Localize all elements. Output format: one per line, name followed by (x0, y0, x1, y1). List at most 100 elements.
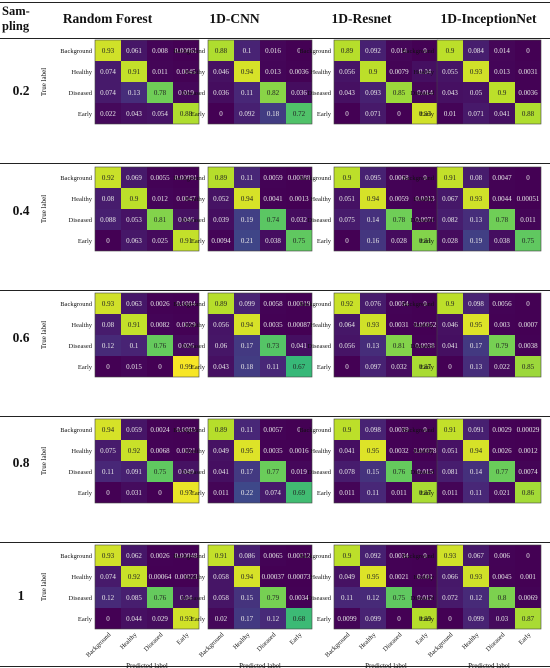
cell-value-s0-m1-r1c2: 0.013 (265, 68, 281, 76)
cell-s0-m3-r3c2 (489, 103, 515, 124)
y-tick-label-s3-m3-1: Healthy (413, 448, 434, 455)
cell-value-s3-m2-r3c2: 0.011 (391, 489, 407, 497)
cell-s1-m2-r1c3 (412, 188, 438, 209)
cell-value-s3-m0-r0c2: 0.0024 (150, 426, 170, 434)
cell-value-s1-m1-r3c3: 0.75 (293, 237, 306, 245)
x-tick-label-s4-m1-2: Diseased (256, 631, 278, 653)
cell-s1-m0-r3c1 (121, 230, 147, 251)
cell-s0-m2-r2c3 (412, 82, 438, 103)
cell-value-s1-m0-r0c3: 0.00091 (175, 174, 198, 182)
y-tick-label-s1-m1-3: Early (191, 238, 206, 245)
cell-s0-m3-r3c0 (437, 103, 463, 124)
matrix-frame-s3-m1 (207, 418, 313, 504)
cell-value-s1-m2-r2c3: 0.0071 (415, 216, 435, 224)
cell-s0-m0-r1c3 (173, 61, 199, 82)
cell-value-s4-m0-r1c1: 0.92 (128, 573, 141, 581)
cell-value-s0-m2-r2c3: 0.014 (417, 89, 433, 97)
cell-s3-m2-r0c0 (334, 419, 360, 440)
cell-value-s1-m3-r0c0: 0.91 (444, 174, 457, 182)
cell-value-s4-m0-r1c2: 0.00064 (149, 573, 172, 581)
bottom-rule (0, 666, 550, 667)
cell-s2-m1-r0c0 (208, 293, 234, 314)
cell-s4-m0-r3c3 (173, 608, 199, 629)
cell-s0-m1-r1c2 (260, 61, 286, 82)
y-tick-label-s0-m0-0: Background (60, 48, 93, 55)
cell-s3-m1-r1c0 (208, 440, 234, 461)
cell-s3-m0-r2c0 (95, 461, 121, 482)
y-tick-label-s2-m2-1: Healthy (310, 322, 331, 329)
cell-value-s4-m2-r3c2: 0 (397, 615, 401, 623)
y-tick-label-s1-m1-0: Background (173, 175, 206, 182)
cell-value-s4-m3-r3c3: 0.87 (522, 615, 535, 623)
cell-value-s2-m0-r3c1: 0.015 (126, 363, 142, 371)
cell-value-s0-m3-r1c3: 0.0031 (518, 68, 538, 76)
cell-s2-m2-r1c2 (386, 314, 412, 335)
cell-value-s2-m2-r0c2: 0.0054 (389, 300, 409, 308)
cell-value-s0-m0-r1c3: 0.0045 (176, 68, 196, 76)
cell-s4-m1-r3c0 (208, 608, 234, 629)
cell-value-s2-m1-r0c3: 0.00019 (288, 300, 311, 308)
cell-s0-m2-r0c0 (334, 40, 360, 61)
cell-s1-m1-r2c2 (260, 209, 286, 230)
cell-value-s3-m2-r1c1: 0.95 (367, 447, 380, 455)
cell-s0-m1-r3c1 (234, 103, 260, 124)
matrix-frame-s0-m0 (94, 39, 200, 125)
cell-s2-m2-r1c1 (360, 314, 386, 335)
cell-s4-m2-r0c1 (360, 545, 386, 566)
cell-value-s3-m3-r2c3: 0.0074 (518, 468, 538, 476)
y-tick-label-s1-m2-2: Diseased (308, 217, 332, 224)
matrix-frame-s3-m3 (436, 418, 542, 504)
cell-s1-m3-r2c0 (437, 209, 463, 230)
y-tick-label-s4-m1-2: Diseased (182, 595, 206, 602)
cell-s0-m1-r0c3 (286, 40, 312, 61)
cell-s0-m3-r2c0 (437, 82, 463, 103)
cell-s0-m3-r2c3 (515, 82, 541, 103)
cell-value-s0-m3-r3c0: 0.01 (444, 110, 457, 118)
y-tick-label-s2-m3-2: Diseased (411, 343, 435, 350)
cell-s1-m0-r1c3 (173, 188, 199, 209)
cell-value-s0-m2-r0c0: 0.89 (341, 47, 354, 55)
cell-s2-m2-r3c1 (360, 356, 386, 377)
cell-s1-m3-r0c3 (515, 167, 541, 188)
cell-value-s4-m2-r2c0: 0.11 (341, 594, 353, 602)
cell-value-s3-m2-r3c0: 0.011 (339, 489, 355, 497)
cell-s1-m2-r0c3 (412, 167, 438, 188)
y-tick-label-s4-m3-0: Background (402, 553, 435, 560)
cell-value-s3-m0-r1c1: 0.92 (128, 447, 141, 455)
cell-value-s4-m0-r3c3: 0.93 (180, 615, 193, 623)
cell-s3-m3-r3c1 (463, 482, 489, 503)
cell-s4-m0-r1c2 (147, 566, 173, 587)
cell-s2-m0-r0c1 (121, 293, 147, 314)
cell-s1-m0-r1c0 (95, 188, 121, 209)
cell-s0-m2-r3c2 (386, 103, 412, 124)
cell-s3-m1-r1c2 (260, 440, 286, 461)
cell-value-s4-m1-r0c0: 0.91 (215, 552, 228, 560)
cell-s3-m3-r2c0 (437, 461, 463, 482)
cell-value-s0-m0-r3c3: 0.88 (180, 110, 193, 118)
cell-s0-m0-r1c1 (121, 61, 147, 82)
cell-s2-m3-r3c1 (463, 356, 489, 377)
cell-s3-m0-r1c0 (95, 440, 121, 461)
cell-s1-m1-r2c3 (286, 209, 312, 230)
cell-s4-m3-r3c1 (463, 608, 489, 629)
cell-value-s0-m2-r2c2: 0.85 (393, 89, 406, 97)
cell-value-s3-m0-r0c3: 0.0003 (176, 426, 196, 434)
cell-value-s1-m3-r1c3: 0.00051 (517, 195, 540, 203)
cell-value-s3-m3-r3c0: 0.011 (442, 489, 458, 497)
y-tick-label-s1-m2-1: Healthy (310, 196, 331, 203)
cell-value-s4-m1-r1c0: 0.058 (213, 573, 229, 581)
cell-s4-m1-r2c1 (234, 587, 260, 608)
y-tick-label-s3-m0-1: Healthy (71, 448, 92, 455)
cell-s4-m2-r2c2 (386, 587, 412, 608)
cell-s3-m0-r0c0 (95, 419, 121, 440)
cell-value-s1-m2-r1c3: 0.0013 (415, 195, 435, 203)
matrix-frame-s1-m0 (94, 166, 200, 252)
cell-value-s4-m2-r0c0: 0.9 (343, 552, 352, 560)
cell-s1-m3-r2c2 (489, 209, 515, 230)
cell-s0-m3-r0c3 (515, 40, 541, 61)
cell-s2-m3-r3c0 (437, 356, 463, 377)
y-tick-label-s2-m2-0: Background (299, 301, 332, 308)
y-tick-label-s1-m0-2: Diseased (69, 217, 93, 224)
cell-s3-m2-r0c3 (412, 419, 438, 440)
cell-value-s1-m1-r1c2: 0.0041 (263, 195, 283, 203)
